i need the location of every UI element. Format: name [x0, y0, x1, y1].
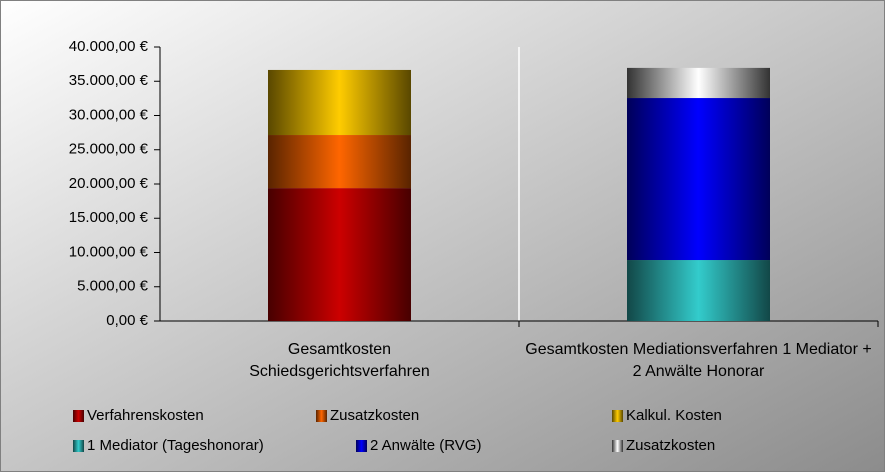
y-tick-label: 10.000,00 €: [69, 243, 149, 260]
bar-segment: [627, 98, 770, 261]
bar-segment: [268, 135, 411, 189]
y-tick-label: 0,00 €: [106, 312, 148, 329]
bar-segment: [268, 188, 411, 321]
legend-swatch: [73, 440, 84, 452]
legend-label: Kalkul. Kosten: [626, 407, 722, 424]
legend-label: Zusatzkosten: [626, 437, 715, 454]
legend-label: Verfahrenskosten: [87, 407, 204, 424]
legend-swatch: [356, 440, 367, 452]
x-tick-label: Gesamtkosten Mediationsverfahren 1 Media…: [525, 341, 872, 380]
y-tick-label: 35.000,00 €: [69, 72, 149, 89]
legend-swatch: [316, 410, 327, 422]
x-tick-label: Gesamtkosten Schiedsgerichtsverfahren: [249, 341, 430, 380]
legend-swatch: [73, 410, 84, 422]
bar-segment: [627, 67, 770, 99]
legend-swatch: [612, 410, 623, 422]
y-tick-label: 15.000,00 €: [69, 209, 149, 226]
bar-segment: [627, 260, 770, 321]
legend-label: Zusatzkosten: [330, 407, 419, 424]
legend-label: 1 Mediator (Tageshonorar): [87, 437, 264, 454]
y-tick-label: 5.000,00 €: [77, 278, 149, 295]
y-tick-label: 25.000,00 €: [69, 141, 149, 158]
bar-segment: [268, 69, 411, 136]
y-tick-label: 30.000,00 €: [69, 106, 149, 123]
legend-label: 2 Anwälte (RVG): [370, 437, 481, 454]
y-tick-label: 40.000,00 €: [69, 38, 149, 55]
y-tick-label: 20.000,00 €: [69, 175, 149, 192]
legend-swatch: [612, 440, 623, 452]
